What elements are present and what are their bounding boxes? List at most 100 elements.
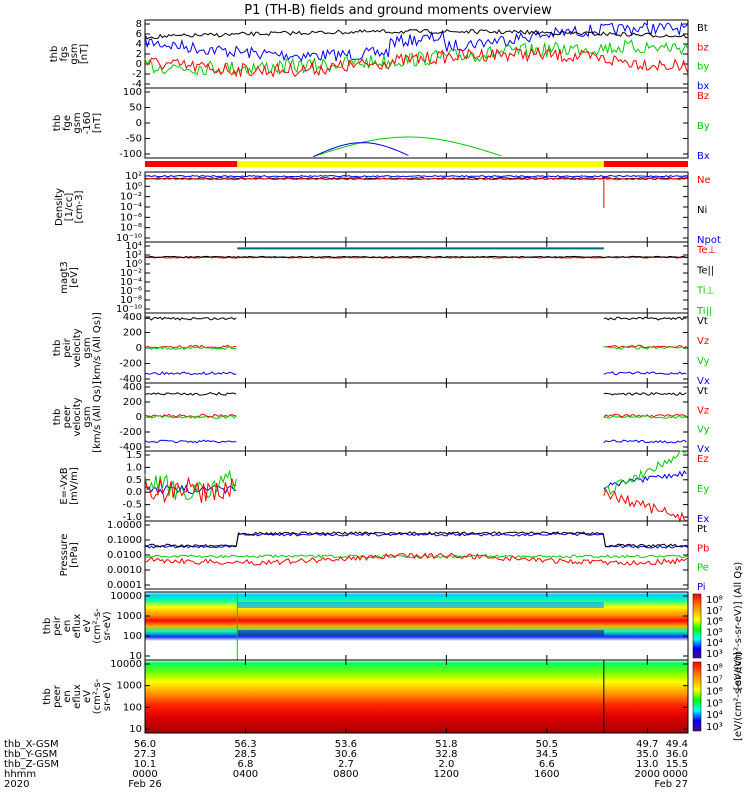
y-tick-label: 100: [123, 702, 142, 713]
y-tick-label: 0.0100: [107, 550, 142, 561]
y-tick-label: 2: [136, 49, 142, 60]
y-tick-label: -4: [132, 79, 142, 90]
legend-entry: Pb: [697, 543, 709, 554]
y-axis-label: thb: [49, 46, 60, 63]
colorbar-tick-label: 10⁴: [706, 638, 723, 649]
y-tick-label: 1.0: [126, 462, 142, 473]
ephem-value: 10.1: [134, 759, 156, 770]
colorbar-tick-label: 10⁵: [706, 627, 723, 638]
series-pt: [144, 531, 689, 548]
series-vy: [144, 345, 237, 351]
y-tick-label: 10⁻⁶: [120, 212, 142, 223]
ephem-value: 0400: [233, 769, 258, 780]
legend-entry: Ez: [697, 454, 709, 465]
y-axis-label: [1/cc]: [64, 193, 75, 222]
ephem-value: 32.8: [435, 749, 457, 760]
series-by: [144, 39, 689, 76]
y-tick-label: 0: [136, 59, 142, 70]
y-tick-label: 100: [123, 87, 142, 98]
series-ey: [603, 450, 687, 496]
ephem-row-label: thb_Z-GSM: [4, 759, 59, 770]
y-tick-label: 10000: [110, 591, 142, 602]
y-axis-label: [km/s (All Qs)]: [92, 381, 103, 453]
y-tick-label: -200: [119, 359, 142, 370]
y-tick-label: 10⁻¹⁰: [116, 233, 142, 244]
y-tick-label: 10⁻⁴: [120, 202, 142, 213]
y-axis-label: magt3: [59, 261, 70, 294]
y-tick-label: 1000: [117, 681, 142, 692]
legend-entry: Bx: [697, 151, 710, 162]
y-tick-label: 0.0001: [107, 580, 142, 591]
series-ez: [144, 477, 237, 504]
y-axis-label: (cm²-s-: [92, 678, 103, 714]
colorbar-tick-label: 10⁷: [706, 675, 723, 686]
series-pb: [144, 552, 689, 566]
mode-bar: [145, 161, 688, 167]
y-tick-label: 10⁻²: [120, 268, 142, 279]
y-tick-label: 4: [136, 39, 142, 50]
y-tick-label: -100: [119, 149, 142, 160]
y-tick-label: 10: [129, 724, 142, 735]
legend-entry: Vz: [697, 405, 709, 416]
y-tick-label: 10⁰: [125, 259, 142, 270]
ephem-value: 6.6: [539, 759, 555, 770]
y-axis-label: eV: [82, 690, 93, 703]
series-bx: [144, 21, 689, 62]
ephem-value: 56.3: [234, 739, 256, 750]
series-by: [313, 136, 501, 158]
y-tick-label: -200: [119, 427, 142, 438]
legend-entry: bx: [697, 81, 709, 92]
ephem-value: 28.5: [234, 749, 256, 760]
panel-efield: 1.51.0 0.50.0 -0.5-1.0 E=-VxB [mV/m] Ez Ey Ex: [59, 450, 709, 525]
spectrogram-image: [145, 660, 688, 733]
legend-entry: Bz: [697, 91, 709, 102]
colorbar-label: [eV/(cm²-s-sr-eV)] (All Qs): [733, 562, 744, 691]
y-tick-label: 10⁻⁴: [120, 277, 142, 288]
y-axis-label: -160: [82, 112, 93, 135]
series-pi: [144, 532, 689, 549]
chart-title: P1 (TH-B) fields and ground moments over…: [244, 3, 552, 18]
legend-entry: By: [697, 121, 710, 132]
y-tick-label: 0.0010: [107, 565, 142, 576]
y-tick-label: -1.0: [122, 512, 142, 523]
legend-entry: Vx: [697, 444, 710, 455]
y-axis-label: velocity: [72, 328, 83, 367]
ephem-value: 51.8: [435, 739, 457, 750]
legend-entry: Pe: [697, 563, 709, 574]
y-tick-label: 10⁰: [125, 181, 142, 192]
y-axis-label: gsm: [82, 406, 93, 427]
y-axis-label: thb: [52, 340, 63, 357]
y-tick-label: 0.5: [126, 475, 142, 486]
series-ey: [144, 469, 237, 501]
ephem-value: 6.8: [238, 759, 254, 770]
legend-entry: Pi: [697, 582, 706, 593]
series-bt: [144, 28, 689, 40]
legend-entry: Ex: [697, 514, 709, 525]
mode-segment-fast: [237, 161, 604, 167]
y-axis-label: [eV]: [69, 267, 80, 288]
colorbar-tick-label: 10⁶: [706, 687, 723, 698]
y-tick-label: 1.5: [126, 450, 142, 461]
y-axis-label: eV: [82, 619, 93, 632]
legend-entry: Npot: [697, 235, 721, 246]
colorbar-tick-label: 10³: [706, 722, 723, 733]
ephem-row-label: hhmm: [4, 769, 36, 780]
colorbar-tick-label: 10⁶: [706, 617, 723, 628]
series-npot: [144, 174, 689, 178]
y-axis-label: gsm: [82, 337, 93, 358]
legend-entry: Ti⊥: [696, 286, 714, 297]
panel-fge: 100 50 0 -50 -100 thb fge gsm -160 [nT] Bz By Bx: [52, 87, 710, 162]
y-tick-label: 6: [136, 29, 142, 40]
spectrogram-band: [237, 602, 604, 608]
panel-frame: [144, 241, 689, 314]
ephem-value: 0000: [663, 769, 688, 780]
y-axis-label: Pressure: [59, 534, 70, 577]
y-axis-label: peer: [52, 684, 63, 708]
ephem-value: 0800: [333, 769, 358, 780]
y-axis-label: [nT]: [79, 44, 90, 64]
